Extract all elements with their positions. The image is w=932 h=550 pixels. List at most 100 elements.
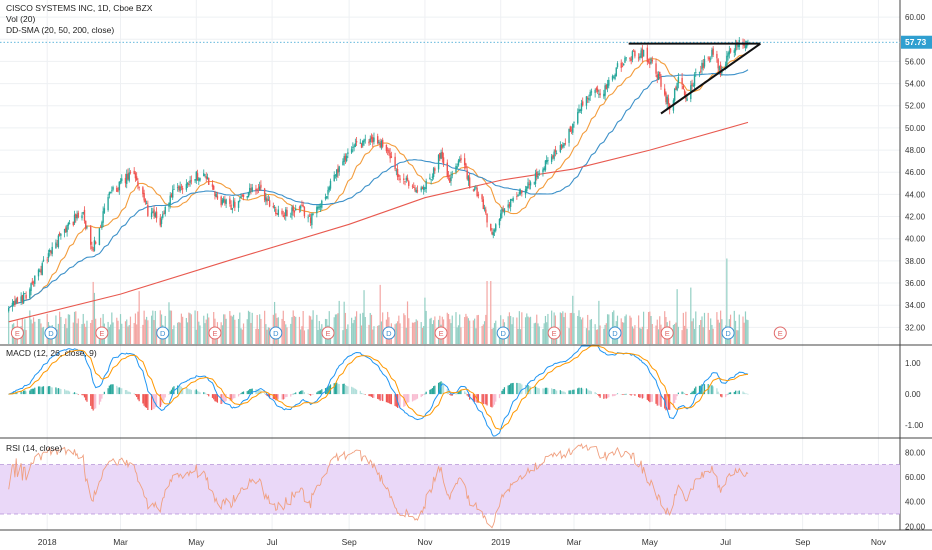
candle: [578, 104, 580, 114]
candle: [302, 201, 304, 208]
candle: [14, 295, 16, 308]
candle: [360, 142, 363, 149]
macd-histogram-bar: [725, 394, 727, 398]
macd-histogram-bar: [134, 394, 137, 396]
candle-body: [116, 187, 118, 192]
candle-body: [511, 199, 513, 201]
macd-histogram-bar: [594, 392, 596, 395]
volume-bar: [624, 316, 626, 344]
candle-body: [613, 77, 615, 79]
macd-histogram-bar: [466, 394, 468, 396]
macd-label[interactable]: MACD (12, 26, close, 9): [6, 348, 97, 358]
macd-histogram-bar: [121, 388, 123, 395]
volume-bar: [266, 329, 268, 344]
candle: [388, 147, 390, 156]
candle: [573, 121, 575, 128]
macd-histogram-bar: [690, 392, 692, 395]
candle: [630, 56, 632, 65]
candle-body: [372, 137, 374, 143]
candle-body: [109, 191, 112, 193]
macd-histogram-bar: [328, 385, 330, 395]
macd-histogram-bar: [64, 389, 66, 395]
volume-indicator-label[interactable]: Vol (20): [6, 14, 36, 24]
candle-body: [718, 66, 721, 71]
candle-body: [204, 174, 206, 176]
candle-body: [596, 88, 599, 92]
candle: [447, 170, 450, 181]
macd-histogram-bar: [657, 394, 660, 406]
rsi-label[interactable]: RSI (14, close): [6, 443, 63, 453]
candle-body: [83, 209, 86, 222]
volume-bar: [351, 317, 353, 344]
volume-bar: [67, 314, 69, 344]
macd-histogram-bar: [182, 387, 184, 395]
macd-histogram-bar: [456, 393, 458, 395]
macd-histogram-bar: [231, 394, 233, 401]
candle: [598, 89, 600, 99]
volume-bar: [57, 323, 59, 344]
volume-bar: [64, 324, 66, 344]
candle-body: [215, 193, 217, 198]
candle-body: [180, 186, 183, 188]
candle-body: [468, 177, 471, 189]
macd-histogram-bar: [573, 389, 575, 395]
macd-histogram-bar: [275, 394, 277, 401]
candle-body: [502, 209, 504, 212]
candle: [98, 227, 101, 246]
candle: [616, 61, 619, 69]
candle: [173, 184, 175, 190]
candle-body: [16, 297, 19, 303]
sma-indicator-label[interactable]: DD-SMA (20, 50, 200, close): [6, 25, 115, 35]
macd-histogram-bar: [303, 392, 306, 395]
candle-body: [508, 204, 511, 207]
candle-body: [449, 177, 451, 183]
candle-body: [568, 128, 570, 143]
candle-body: [29, 289, 31, 299]
candle: [728, 45, 731, 59]
macd-histogram-bar: [251, 388, 253, 395]
symbol-title[interactable]: CISCO SYSTEMS INC, 1D, Cboe BZX: [6, 3, 153, 13]
macd-histogram-bar: [66, 390, 68, 395]
macd-histogram-bar: [537, 387, 539, 395]
macd-histogram-bar: [431, 388, 433, 395]
candle: [50, 249, 52, 256]
volume-bar: [424, 297, 426, 344]
candle: [92, 246, 94, 252]
price-tick-label: 36.00: [905, 279, 926, 288]
macd-histogram-bar: [57, 388, 59, 395]
candle-body: [442, 157, 445, 165]
volume-bar: [23, 329, 25, 344]
volume-bar: [116, 317, 118, 344]
volume-bar: [32, 317, 35, 344]
macd-histogram-bar: [734, 390, 737, 395]
macd-histogram-bar: [187, 388, 189, 395]
candle: [495, 223, 497, 233]
volume-bar: [430, 317, 432, 344]
candle: [180, 183, 183, 191]
candle: [99, 224, 102, 228]
candle: [20, 292, 22, 305]
volume-bar: [312, 310, 314, 344]
candle-body: [369, 138, 371, 143]
macd-histogram-bar: [508, 384, 511, 395]
candle: [137, 178, 139, 190]
candle-body: [641, 48, 644, 58]
candle-body: [459, 159, 461, 162]
macd-histogram-bar: [660, 394, 662, 407]
volume-bar: [629, 315, 631, 344]
candle: [67, 221, 70, 230]
earnings-marker: E: [10, 326, 24, 340]
candle-body: [492, 232, 494, 236]
candle: [334, 174, 337, 179]
candle: [395, 168, 398, 176]
candle: [424, 187, 426, 192]
candle: [256, 188, 258, 194]
volume-bar: [298, 316, 301, 344]
candle: [24, 292, 26, 295]
candle-body: [257, 187, 260, 189]
volume-bar: [154, 310, 156, 344]
marker-label: D: [725, 329, 731, 338]
candle: [605, 83, 608, 90]
candle-body: [629, 57, 631, 59]
